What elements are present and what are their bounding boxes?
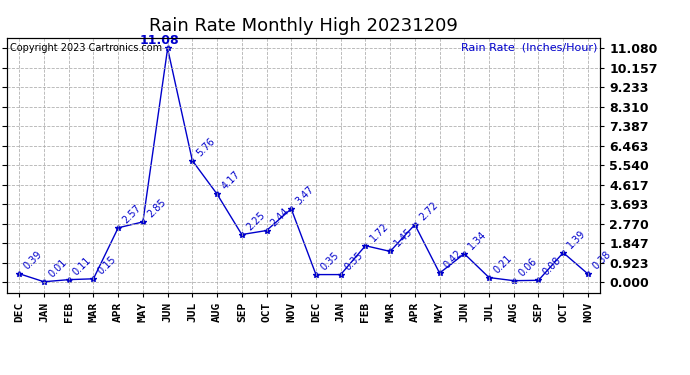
Text: 2.44: 2.44 [269, 206, 291, 228]
Text: 0.06: 0.06 [516, 256, 538, 278]
Text: 2.72: 2.72 [417, 200, 440, 222]
Text: 2.25: 2.25 [244, 210, 267, 232]
Text: 4.17: 4.17 [219, 169, 242, 192]
Text: 0.08: 0.08 [541, 255, 563, 278]
Text: 1.72: 1.72 [368, 221, 391, 243]
Text: 2.85: 2.85 [146, 197, 168, 219]
Text: 1.34: 1.34 [466, 229, 489, 251]
Text: 0.35: 0.35 [318, 250, 341, 272]
Text: 0.39: 0.39 [22, 249, 44, 271]
Text: 0.35: 0.35 [343, 250, 366, 272]
Text: 0.21: 0.21 [491, 253, 514, 275]
Text: Copyright 2023 Cartronics.com: Copyright 2023 Cartronics.com [10, 43, 162, 52]
Title: Rain Rate Monthly High 20231209: Rain Rate Monthly High 20231209 [149, 16, 458, 34]
Text: 11.08: 11.08 [139, 34, 179, 47]
Text: 1.39: 1.39 [566, 228, 588, 250]
Text: 2.57: 2.57 [121, 203, 143, 225]
Text: Rain Rate  (Inches/Hour): Rain Rate (Inches/Hour) [461, 43, 598, 52]
Text: 0.11: 0.11 [71, 255, 93, 277]
Text: 3.47: 3.47 [294, 184, 316, 206]
Text: 1.45: 1.45 [393, 226, 415, 249]
Text: 0.15: 0.15 [96, 254, 118, 276]
Text: 0.38: 0.38 [591, 249, 613, 272]
Text: 5.76: 5.76 [195, 136, 217, 158]
Text: 0.42: 0.42 [442, 248, 464, 271]
Text: 0.01: 0.01 [46, 257, 68, 279]
